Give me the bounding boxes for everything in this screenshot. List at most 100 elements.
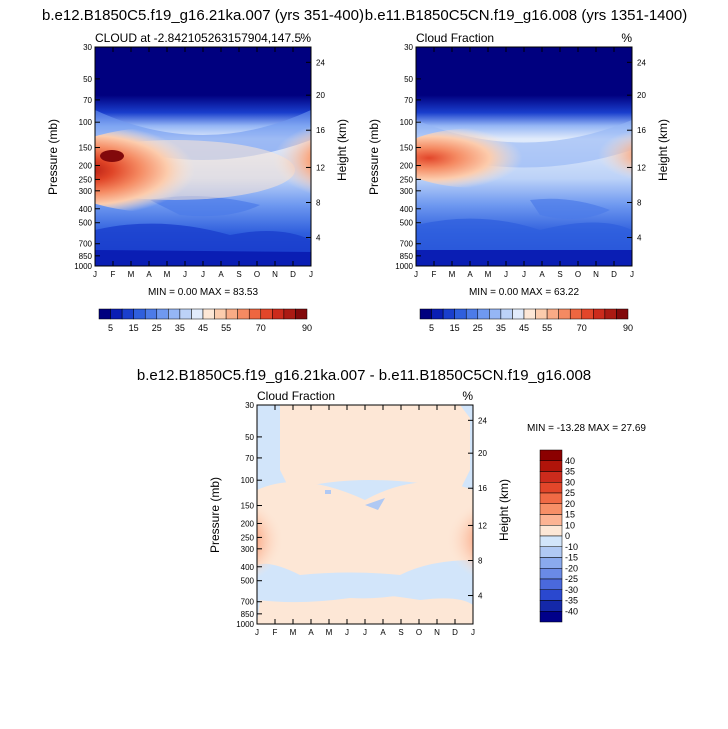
y-right-tick-label: 16 — [316, 126, 325, 135]
y-right-tick-label: 8 — [478, 556, 483, 565]
colorbar-label: 35 — [565, 467, 575, 477]
y-tick-label: 250 — [79, 175, 93, 184]
panel-1-colorbar: 5 15 25 35 45 55 70 90 — [98, 308, 312, 333]
colorbar-label: 25 — [565, 488, 575, 498]
y-tick-label: 150 — [79, 144, 93, 153]
x-tick-label: M — [485, 270, 492, 279]
panel-2-minmax: MIN = 0.00 MAX = 63.22 — [469, 287, 579, 298]
colorbar-swatch — [260, 308, 273, 320]
y-tick-label: 300 — [400, 187, 414, 196]
panel-2-title: b.e11.B1850C5CN.f19_g16.008 (yrs 1351-14… — [365, 7, 687, 24]
colorbar-swatch — [225, 308, 238, 320]
x-tick-label: J — [471, 628, 475, 637]
y-tick-label: 150 — [241, 502, 255, 511]
y-tick-label: 1000 — [236, 620, 254, 629]
y-tick-label: 250 — [241, 533, 255, 542]
colorbar-label: 70 — [256, 323, 266, 333]
colorbar-label: 35 — [496, 323, 506, 333]
colorbar-swatch — [283, 308, 296, 320]
colorbar-label: -15 — [565, 553, 578, 563]
colorbar-swatch — [237, 308, 250, 320]
panel-3-left-label: Cloud Fraction — [257, 389, 335, 403]
colorbar-label: 25 — [152, 323, 162, 333]
y-tick-label: 700 — [79, 240, 93, 249]
x-tick-label: F — [111, 270, 116, 279]
x-tick-label: M — [290, 628, 297, 637]
y-right-tick-label: 24 — [316, 58, 325, 67]
x-tick-label: M — [164, 270, 171, 279]
x-tick-label: A — [539, 270, 545, 279]
x-tick-label: S — [557, 270, 562, 279]
y-tick-label: 300 — [79, 187, 93, 196]
panel-3-yticks-right: 24 20 16 12 8 4 — [468, 416, 487, 601]
colorbar-label: -35 — [565, 596, 578, 606]
colorbar-swatch — [202, 308, 215, 320]
x-tick-label: O — [254, 270, 260, 279]
x-tick-label: J — [309, 270, 313, 279]
colorbar-swatch — [214, 308, 227, 320]
colorbar-swatch — [465, 308, 479, 320]
x-tick-label: J — [255, 628, 259, 637]
y-right-tick-label: 20 — [637, 91, 646, 100]
y-tick-label: 200 — [241, 519, 255, 528]
colorbar-swatch — [569, 308, 583, 320]
colorbar-swatch — [539, 589, 563, 601]
panel-1-field — [95, 47, 311, 266]
y-tick-label: 400 — [79, 205, 93, 214]
colorbar-label: 15 — [450, 323, 460, 333]
y-tick-label: 500 — [241, 577, 255, 586]
x-tick-label: J — [201, 270, 205, 279]
panel-3-ylabel-right: Height (km) — [497, 479, 511, 541]
panel-3-ylabel: Pressure (mb) — [208, 477, 222, 553]
colorbar-swatch — [604, 308, 617, 320]
colorbar-swatch — [168, 308, 181, 320]
colorbar-swatch — [539, 600, 563, 612]
y-tick-label: 100 — [400, 118, 414, 127]
colorbar-swatch — [431, 308, 444, 320]
colorbar-swatch — [295, 308, 308, 320]
x-tick-label: M — [128, 270, 135, 279]
y-tick-label: 50 — [83, 75, 92, 84]
colorbar-swatch — [500, 308, 513, 320]
colorbar-label: 45 — [519, 323, 529, 333]
colorbar-swatch — [581, 308, 594, 320]
colorbar-label: 15 — [129, 323, 139, 333]
y-tick-label: 850 — [241, 610, 255, 619]
colorbar-swatch — [248, 308, 262, 320]
x-tick-label: J — [414, 270, 418, 279]
colorbar-swatch — [539, 482, 563, 494]
panel-3-field — [257, 405, 473, 624]
x-tick-label: N — [593, 270, 599, 279]
panel-1-left-label: CLOUD at -2.842105263157904,147.5 — [95, 31, 301, 45]
panel-2-ylabel-right: Height (km) — [656, 119, 670, 181]
y-tick-label: 850 — [79, 252, 93, 261]
colorbar-label: 10 — [565, 520, 575, 530]
panel-1-ylabel-right: Height (km) — [335, 119, 349, 181]
x-tick-label: S — [398, 628, 403, 637]
y-tick-label: 50 — [404, 75, 413, 84]
panel-2: b.e11.B1850C5CN.f19_g16.008 (yrs 1351-14… — [365, 7, 687, 333]
colorbar-swatch — [539, 471, 563, 483]
colorbar-swatch — [144, 308, 158, 320]
x-tick-label: J — [522, 270, 526, 279]
panel-2-yticks-right: 24 20 16 12 8 4 — [627, 58, 646, 243]
y-tick-label: 70 — [83, 96, 92, 105]
colorbar-swatch — [179, 308, 192, 320]
panel-3-minmax: MIN = -13.28 MAX = 27.69 — [527, 423, 646, 434]
y-tick-label: 30 — [404, 43, 413, 52]
y-right-tick-label: 24 — [637, 58, 646, 67]
colorbar-label: 35 — [175, 323, 185, 333]
x-tick-label: A — [467, 270, 473, 279]
x-tick-label: A — [380, 628, 386, 637]
colorbar-swatch — [539, 460, 563, 472]
x-tick-label: F — [432, 270, 437, 279]
colorbar-swatch — [442, 308, 455, 320]
panel-2-left-label: Cloud Fraction — [416, 31, 494, 45]
x-tick-label: J — [93, 270, 97, 279]
y-right-tick-label: 12 — [316, 163, 325, 172]
x-tick-label: A — [146, 270, 152, 279]
colorbar-label: 30 — [565, 477, 575, 487]
y-right-tick-label: 8 — [637, 198, 642, 207]
